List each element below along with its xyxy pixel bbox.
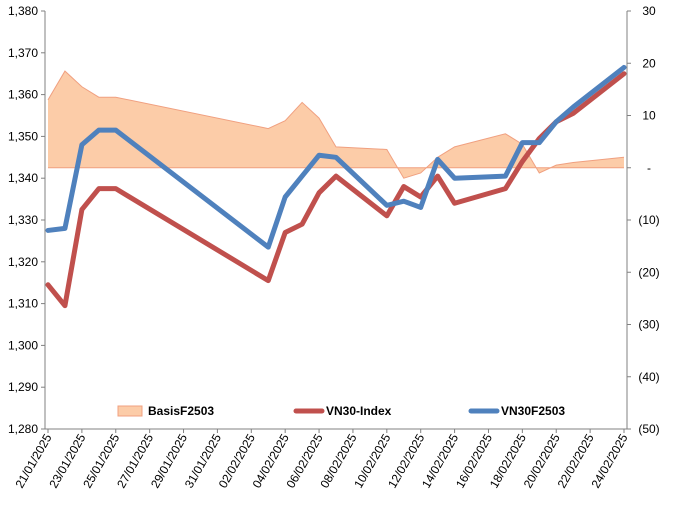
y-left-tick-label: 1,280 — [8, 422, 38, 436]
y-right-tick-label: (40) — [638, 370, 659, 384]
y-right-tick-label: (20) — [638, 265, 659, 279]
y-left-tick-label: 1,330 — [8, 213, 38, 227]
legend-label-vn30f2503: VN30F2503 — [501, 404, 565, 418]
vn30f2503-line — [45, 64, 627, 250]
legend-swatch-basisf2503 — [117, 405, 143, 417]
legend-label-vn30-index: VN30-Index — [326, 404, 392, 418]
y-left-tick-label: 1,370 — [8, 46, 38, 60]
y-left-tick-label: 1,310 — [8, 297, 38, 311]
y-left-tick-label: 1,290 — [8, 380, 38, 394]
y-left-tick-label: 1,320 — [8, 255, 38, 269]
vn30-index-line — [45, 71, 627, 309]
y-left-tick-label: 1,350 — [8, 129, 38, 143]
basis-area-edge — [47, 70, 625, 179]
y-right-tick-label: - — [647, 161, 651, 175]
y-left-tick-label: 1,300 — [8, 338, 38, 352]
basis-area — [48, 71, 624, 179]
y-right-tick-label: 20 — [642, 56, 656, 70]
y-left-tick-label: 1,360 — [8, 88, 38, 102]
y-right-tick-label: 10 — [642, 109, 656, 123]
y-right-tick-label: (50) — [638, 422, 659, 436]
y-right-tick-label: 30 — [642, 4, 656, 18]
y-right-tick-label: (10) — [638, 213, 659, 227]
y-right-tick-label: (30) — [638, 318, 659, 332]
legend-label-basisf2503: BasisF2503 — [148, 404, 214, 418]
y-left-tick-label: 1,380 — [8, 4, 38, 18]
y-left-tick-label: 1,340 — [8, 171, 38, 185]
